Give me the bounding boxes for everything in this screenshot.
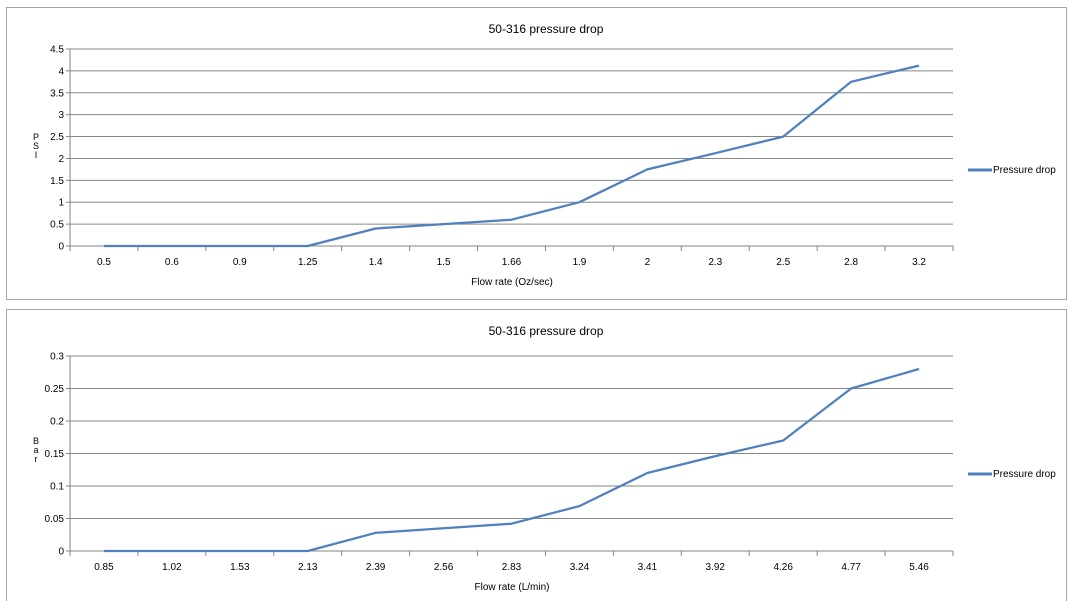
y-tick-label: 3.5 <box>50 88 64 99</box>
y-tick-label: 0.5 <box>50 220 64 231</box>
x-tick-label: 4.77 <box>841 562 861 573</box>
x-tick-label: 1.5 <box>437 257 451 268</box>
y-tick-label: 0 <box>58 547 64 558</box>
x-tick-label: 1.25 <box>298 257 318 268</box>
y-tick-label: 4 <box>58 66 64 77</box>
x-tick-label: 2.56 <box>434 562 454 573</box>
x-tick-label: 1.9 <box>572 257 586 268</box>
y-tick-label: 0.25 <box>45 384 65 395</box>
chart-panel-bar: 50-316 pressure drop Flow rate (L/min) B… <box>6 309 1067 601</box>
x-tick-label: 4.26 <box>773 562 793 573</box>
x-axis-label: Flow rate (L/min) <box>474 582 549 593</box>
svg-text:Bar: Bar <box>33 436 39 464</box>
x-tick-label: 2.3 <box>708 257 722 268</box>
x-tick-label: 1.66 <box>502 257 522 268</box>
y-tick-label: 0.05 <box>45 514 65 525</box>
x-tick-label: 2.8 <box>844 257 858 268</box>
x-tick-label: 0.5 <box>97 257 111 268</box>
y-tick-label: 0.3 <box>50 352 64 363</box>
y-tick-label: 0.1 <box>50 482 64 493</box>
x-tick-label: 3.2 <box>912 257 926 268</box>
y-tick-label: 1 <box>58 198 64 209</box>
y-tick-label: 4.5 <box>50 45 64 56</box>
x-tick-label: 0.6 <box>165 257 179 268</box>
chart-title: 50-316 pressure drop <box>489 324 604 338</box>
x-axis-label: Flow rate (Oz/sec) <box>471 277 553 288</box>
legend: Pressure drop <box>968 469 1056 480</box>
x-tick-label: 1.02 <box>162 562 182 573</box>
chart-svg-psi: 50-316 pressure drop Flow rate (Oz/sec) … <box>7 8 1067 301</box>
x-tick-label: 2 <box>645 257 651 268</box>
legend-label: Pressure drop <box>993 469 1056 480</box>
x-tick-label: 2.13 <box>298 562 318 573</box>
y-tick-label: 3 <box>58 110 64 121</box>
x-tick-label: 2.39 <box>366 562 386 573</box>
y-tick-label: 2.5 <box>50 132 64 143</box>
svg-text:PSI: PSI <box>33 132 39 160</box>
y-tick-label: 0.15 <box>45 449 65 460</box>
x-tick-label: 2.5 <box>776 257 790 268</box>
y-tick-label: 0.2 <box>50 417 64 428</box>
x-tick-label: 2.83 <box>502 562 522 573</box>
x-tick-label: 0.85 <box>94 562 114 573</box>
x-tick-label: 5.46 <box>909 562 929 573</box>
x-tick-label: 1.4 <box>369 257 383 268</box>
y-tick-label: 2 <box>58 154 64 165</box>
y-tick-label: 1.5 <box>50 176 64 187</box>
chart-svg-bar: 50-316 pressure drop Flow rate (L/min) B… <box>7 310 1067 602</box>
chart-panel-psi: 50-316 pressure drop Flow rate (Oz/sec) … <box>6 7 1067 300</box>
x-tick-label: 3.24 <box>570 562 590 573</box>
legend: Pressure drop <box>968 165 1056 176</box>
legend-label: Pressure drop <box>993 165 1056 176</box>
y-tick-label: 0 <box>58 242 64 253</box>
x-tick-label: 3.41 <box>638 562 658 573</box>
x-tick-label: 0.9 <box>233 257 247 268</box>
x-tick-label: 3.92 <box>706 562 726 573</box>
x-tick-label: 1.53 <box>230 562 250 573</box>
chart-title: 50-316 pressure drop <box>489 22 604 36</box>
